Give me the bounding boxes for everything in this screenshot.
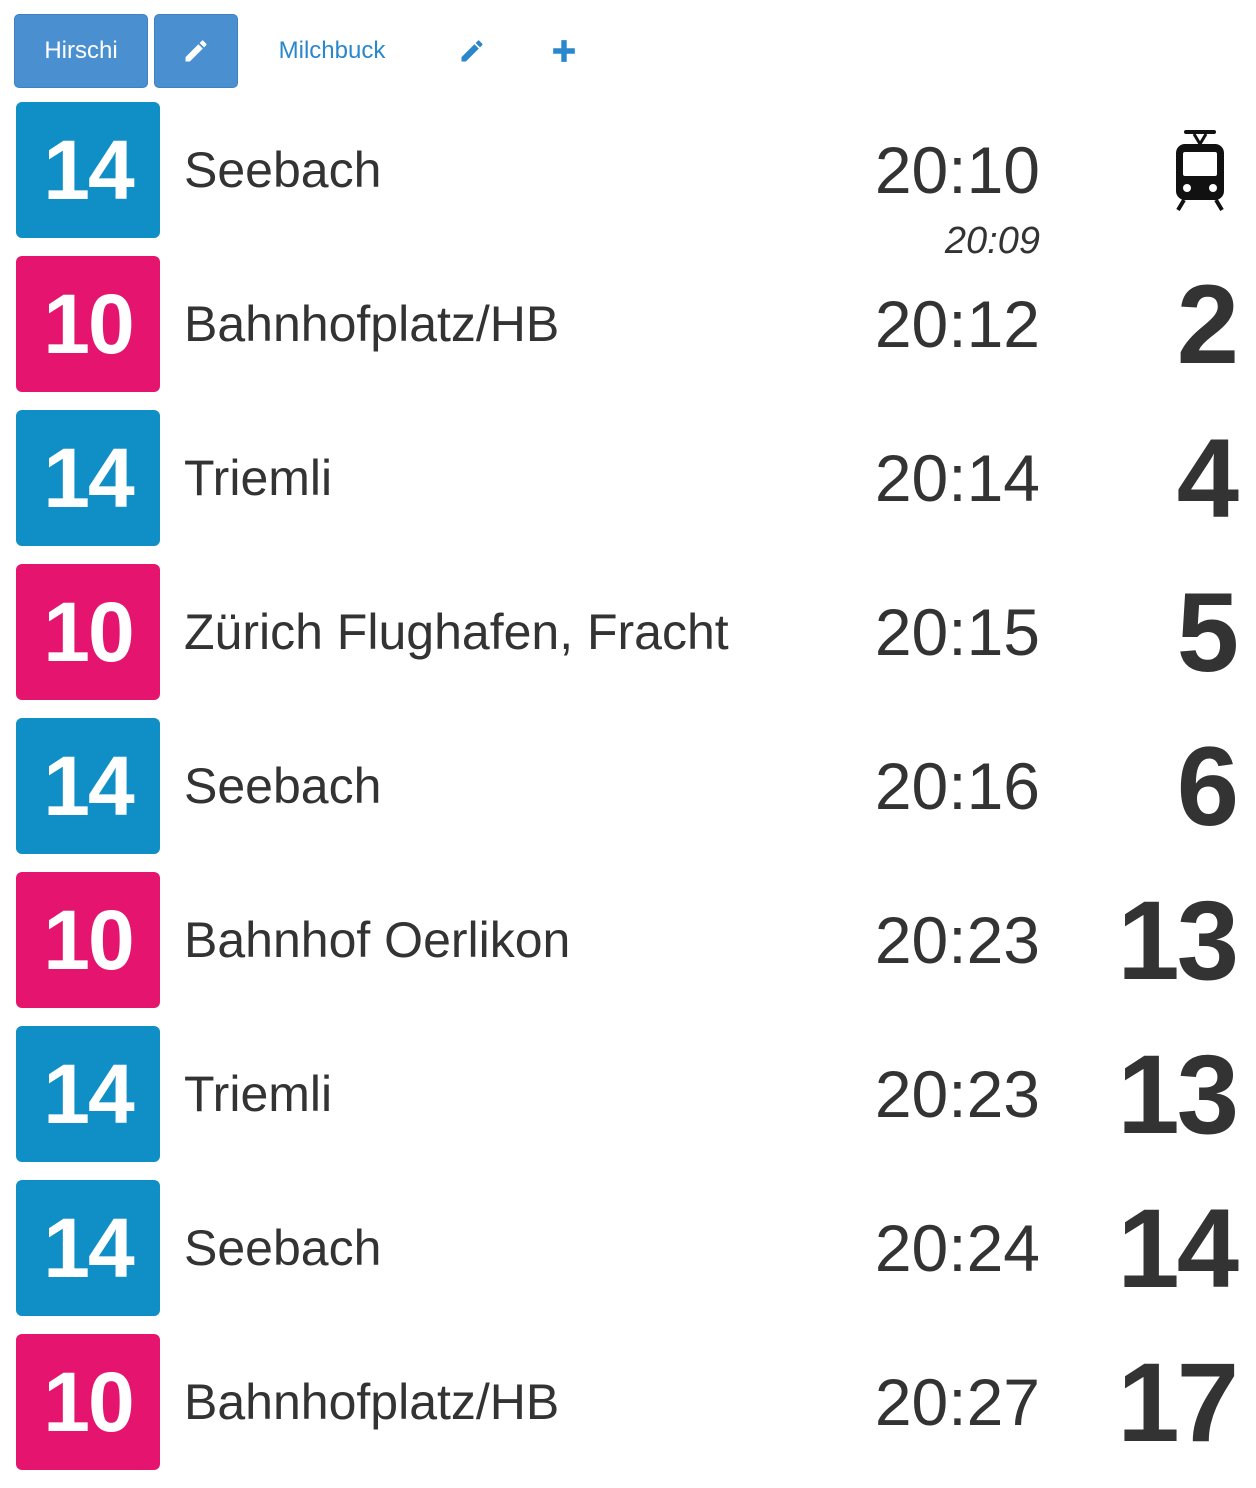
tram-icon (1172, 128, 1228, 212)
departure-time: 20:15 (874, 595, 1040, 669)
line-badge: 14 (16, 1180, 160, 1316)
destination: Triemli (184, 1066, 333, 1122)
line-badge: 14 (16, 102, 160, 238)
destination: Zürich Flughafen, Fracht (184, 604, 729, 660)
departure-row: 10 Bahnhof Oerlikon 20:23 13 (16, 872, 1246, 1026)
departure-time: 20:12 (874, 287, 1040, 361)
station-tabs: Hirschi Milchbuck (14, 14, 610, 88)
scheduled-time: 20:09 (944, 220, 1040, 262)
tab-hirschi-label: Hirschi (44, 37, 118, 64)
destination: Bahnhofplatz/HB (184, 1374, 560, 1430)
minutes-until-departure: 2 (1176, 261, 1239, 387)
line-badge: 10 (16, 1334, 160, 1470)
departure-time: 20:24 (874, 1211, 1040, 1285)
minutes-until-departure: 13 (1117, 1031, 1239, 1157)
minutes-until-departure: 17 (1117, 1339, 1239, 1465)
departure-time: 20:14 (874, 441, 1040, 515)
minutes-until-departure: 14 (1117, 1185, 1239, 1311)
departure-time: 20:10 (874, 133, 1040, 207)
departure-row: 14 Seebach 20:16 6 (16, 718, 1246, 872)
destination: Bahnhof Oerlikon (184, 912, 571, 968)
destination: Seebach (184, 758, 382, 814)
minutes-until-departure: 4 (1176, 415, 1239, 541)
add-station-button[interactable] (524, 14, 604, 88)
departure-time: 20:23 (874, 1057, 1040, 1131)
line-badge: 14 (16, 1026, 160, 1162)
departure-time: 20:27 (874, 1365, 1040, 1439)
departure-row: 10 Zürich Flughafen, Fracht 20:15 5 (16, 564, 1246, 718)
tab-hirschi[interactable]: Hirschi (14, 14, 148, 88)
departure-row: 14 Seebach 20:10 20:09 (16, 102, 1246, 262)
line-badge: 14 (16, 718, 160, 854)
plus-icon (551, 38, 577, 64)
line-badge: 10 (16, 256, 160, 392)
minutes-until-departure: 5 (1176, 569, 1239, 695)
destination: Seebach (184, 1220, 382, 1276)
departure-row: 10 Bahnhofplatz/HB 20:27 17 (16, 1334, 1246, 1488)
departure-row: 10 Bahnhofplatz/HB 20:12 2 (16, 256, 1246, 410)
pencil-icon (458, 37, 486, 65)
line-badge: 10 (16, 564, 160, 700)
line-badge: 10 (16, 872, 160, 1008)
departure-list: 14 Seebach 20:10 20:09 10 Bahnhofplatz/H… (16, 102, 1246, 1488)
destination: Triemli (184, 450, 333, 506)
departure-time: 20:23 (874, 903, 1040, 977)
tab-milchbuck-label: Milchbuck (278, 37, 386, 64)
minutes-until-departure: 6 (1176, 723, 1239, 849)
pencil-icon (182, 37, 210, 65)
line-badge: 14 (16, 410, 160, 546)
destination: Bahnhofplatz/HB (184, 296, 560, 352)
destination: Seebach (184, 142, 382, 198)
departure-row: 14 Seebach 20:24 14 (16, 1180, 1246, 1334)
edit-milchbuck-button[interactable] (426, 14, 518, 88)
departure-time: 20:16 (874, 749, 1040, 823)
departure-row: 14 Triemli 20:14 4 (16, 410, 1246, 564)
tab-milchbuck[interactable]: Milchbuck (244, 14, 420, 88)
edit-hirschi-button[interactable] (154, 14, 238, 88)
departure-row: 14 Triemli 20:23 13 (16, 1026, 1246, 1180)
minutes-until-departure: 13 (1117, 877, 1239, 1003)
